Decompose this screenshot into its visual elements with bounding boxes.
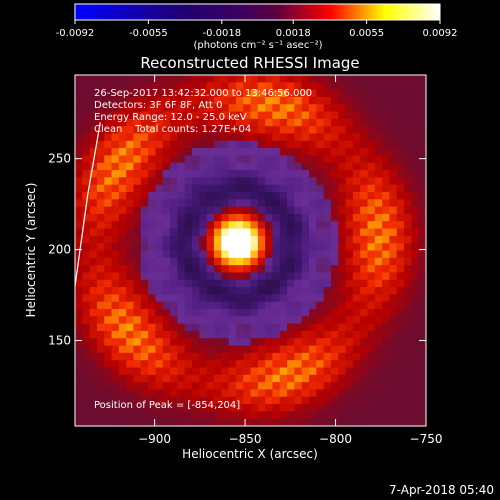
annotation-detectors: Detectors: 3F 6F 8F, Att 0 (94, 100, 222, 111)
plot-frame (74, 74, 427, 427)
colorbar-tick-label: -0.0092 (56, 28, 95, 39)
colorbar-unit-label: (photons cm⁻² s⁻¹ asec⁻²) (193, 40, 322, 51)
colorbar (74, 3, 441, 21)
x-tick-label: −800 (319, 432, 352, 446)
annotation-peak-position: Position of Peak = [-854,204] (94, 400, 240, 411)
y-tick-label: 150 (48, 334, 71, 348)
annotation-energy: Energy Range: 12.0 - 25.0 keV (94, 112, 247, 123)
colorbar-tick-label: 0.0055 (349, 28, 384, 39)
x-tick-label: −900 (138, 432, 171, 446)
colorbar-tick-label: 0.0018 (276, 28, 311, 39)
y-tick-label: 200 (48, 243, 71, 257)
heatmap-image (75, 75, 426, 426)
x-tick-label: −750 (410, 432, 443, 446)
colorbar-tick-label: -0.0055 (129, 28, 168, 39)
solar-limb-curve (75, 122, 101, 287)
axes: −900 −850 −800 −750 150 200 250 (48, 75, 442, 446)
colorbar-tick-label: -0.0018 (202, 28, 241, 39)
y-tick-label: 250 (48, 152, 71, 166)
colorbar-ticks: -0.0092 -0.0055 -0.0018 0.0018 0.0055 0.0092 (56, 20, 458, 39)
annotation-method: Clean Total counts: 1.27E+04 (94, 124, 251, 135)
y-axis-label: Heliocentric Y (arcsec) (24, 183, 38, 318)
footer-date: 7-Apr-2018 05:40 (389, 483, 494, 497)
colorbar-tick-label: 0.0092 (423, 28, 458, 39)
chart-title: Reconstructed RHESSI Image (140, 54, 359, 72)
x-axis-label: Heliocentric X (arcsec) (182, 447, 318, 461)
x-tick-label: −850 (229, 432, 262, 446)
annotation-time-range: 26-Sep-2017 13:42:32.000 to 13:46:56.000 (94, 88, 312, 99)
